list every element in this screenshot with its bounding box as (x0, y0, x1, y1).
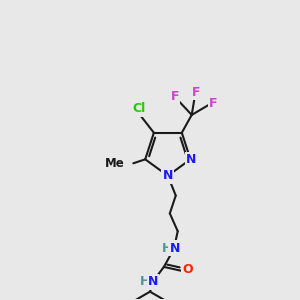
Text: O: O (182, 263, 193, 276)
Text: Cl: Cl (132, 103, 146, 116)
Text: N: N (148, 275, 158, 288)
Text: F: F (191, 85, 200, 99)
Text: H: H (162, 242, 172, 255)
Text: N: N (186, 153, 197, 166)
Text: H: H (140, 275, 150, 288)
Text: Me: Me (105, 157, 124, 170)
Text: F: F (209, 97, 218, 110)
Text: F: F (171, 90, 179, 103)
Text: N: N (169, 242, 180, 255)
Text: N: N (163, 169, 173, 182)
